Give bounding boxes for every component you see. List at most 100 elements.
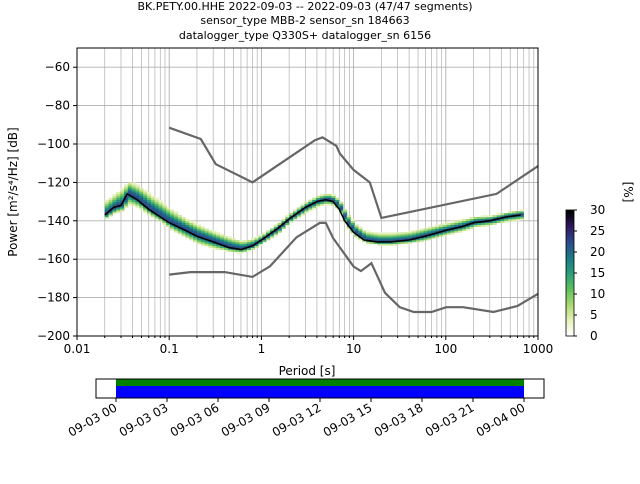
density-cell (204, 232, 209, 235)
density-cell (469, 220, 474, 224)
density-cell (116, 211, 121, 214)
timeline-tick-label: 09-03 18 (372, 400, 426, 439)
density-cell (166, 222, 171, 225)
density-cell (362, 230, 367, 233)
density-cell (277, 230, 282, 233)
density-cell (385, 238, 390, 241)
density-cell (258, 238, 263, 241)
density-cell (381, 236, 386, 239)
density-cell (362, 236, 367, 239)
density-cell (127, 201, 133, 204)
colorbar-segment (566, 266, 574, 270)
colorbar-segment (566, 319, 574, 322)
density-cell (131, 199, 136, 202)
density-cell (135, 193, 140, 197)
density-cell (193, 238, 198, 241)
density-cell (465, 218, 471, 222)
density-cell (285, 222, 290, 225)
x-tick-label: 100 (434, 342, 457, 356)
colorbar-segment (566, 317, 574, 320)
density-cell (450, 220, 455, 224)
density-cell (173, 230, 179, 233)
density-cell (185, 228, 190, 231)
density-cell (200, 234, 206, 237)
density-cell (135, 186, 140, 189)
density-cell (200, 228, 206, 231)
density-cell (504, 218, 509, 222)
density-cell (365, 230, 371, 233)
density-cell (212, 245, 217, 248)
density-cell (112, 201, 117, 204)
density-cell (127, 199, 133, 202)
density-cell (170, 216, 175, 220)
density-cell (181, 234, 186, 237)
density-cell (404, 238, 409, 241)
timeline-tick-label: 09-03 15 (321, 400, 375, 439)
density-cell (108, 213, 113, 216)
density-cell (158, 211, 163, 214)
density-cell (162, 205, 167, 208)
density-cell (162, 222, 167, 225)
density-cell (331, 193, 336, 197)
density-cell (435, 236, 440, 239)
density-cell (277, 228, 282, 231)
density-cell (166, 209, 171, 212)
density-cell (227, 241, 232, 245)
density-cell (170, 211, 175, 214)
density-cell (104, 203, 109, 206)
density-cell (515, 218, 521, 222)
density-cell (515, 211, 521, 214)
density-cell (120, 205, 125, 208)
density-cell (120, 199, 125, 202)
colorbar-segment (566, 323, 574, 326)
density-cell (481, 216, 486, 220)
x-tick-label: 1 (258, 342, 266, 356)
density-cell (415, 230, 421, 233)
colorbar-segment (566, 222, 574, 226)
density-cell (235, 251, 240, 254)
density-cell (154, 211, 159, 214)
density-cell (419, 232, 425, 235)
colorbar-segment (566, 226, 574, 230)
density-cell (262, 234, 267, 237)
colorbar-segment (566, 287, 574, 291)
y-tick-label: −180 (37, 291, 70, 305)
density-cell (496, 218, 501, 222)
density-cell (285, 215, 290, 218)
density-cell (135, 192, 140, 195)
psd-coverage-bar (116, 386, 524, 398)
density-cell (465, 224, 471, 227)
density-cell (408, 234, 413, 237)
density-cell (316, 203, 321, 206)
density-cell (339, 207, 344, 210)
density-cell (239, 243, 244, 247)
density-cell (170, 215, 175, 218)
density-cell (266, 230, 271, 233)
density-cell (354, 232, 359, 235)
density-cell (212, 238, 217, 241)
density-cell (147, 195, 152, 199)
density-cell (492, 222, 498, 225)
density-cell (150, 199, 156, 202)
density-cell (220, 247, 225, 250)
density-cell (458, 224, 463, 227)
low-noise-model-line (169, 221, 539, 314)
density-cell (216, 234, 221, 237)
density-cell (143, 207, 148, 210)
density-cell (208, 236, 213, 239)
density-cell (438, 228, 444, 231)
density-cell (220, 241, 225, 245)
density-cell (462, 228, 467, 231)
density-cell (469, 224, 474, 227)
density-cell (381, 243, 386, 247)
density-cell (477, 218, 482, 222)
density-cell (220, 238, 225, 241)
density-cell (181, 230, 186, 233)
density-cell (346, 216, 352, 220)
density-cell (504, 216, 509, 220)
density-cell (469, 216, 474, 220)
density-cell (362, 232, 367, 235)
density-cell (127, 203, 133, 206)
colorbar-segment (566, 294, 574, 297)
colorbar-segment (566, 239, 574, 242)
